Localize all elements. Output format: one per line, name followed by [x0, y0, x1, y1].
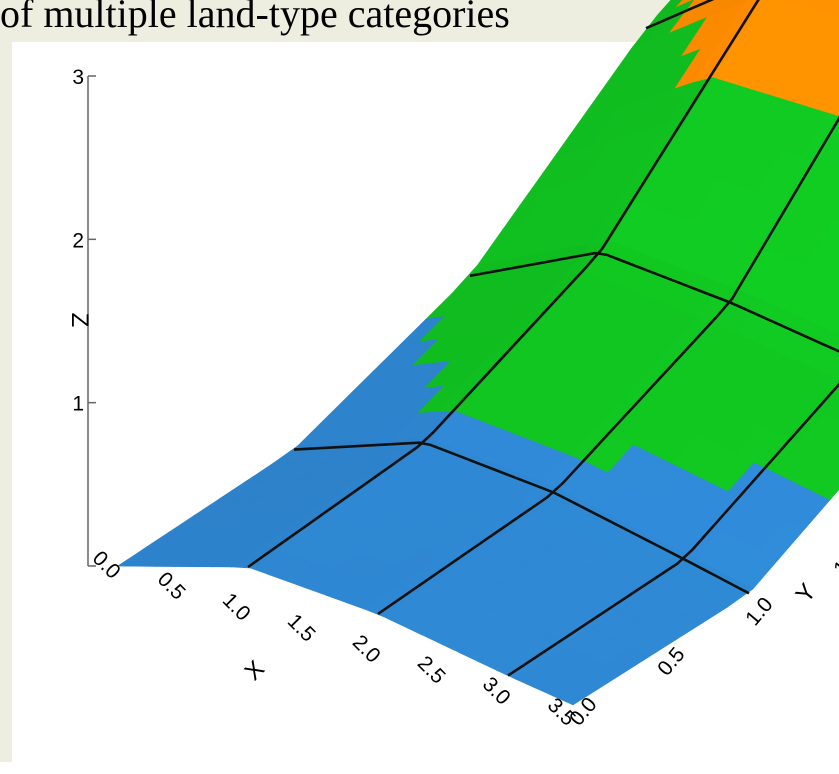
x-tick-label: 3.0: [478, 673, 515, 710]
y-tick-label: 1.0: [741, 593, 777, 630]
surface-patch: [553, 679, 600, 706]
z-tick-label: 3: [72, 66, 84, 89]
surface-patch: [825, 90, 839, 118]
x-tick-label: 1.0: [218, 589, 255, 626]
x-tick-label: 0.5: [153, 568, 190, 605]
slide-title: of multiple land-type categories: [0, 0, 510, 36]
z-tick-label: 2: [72, 229, 84, 252]
z-tick-label: 1: [72, 393, 84, 416]
surface-patch: [831, 207, 839, 224]
surface-patch: [830, 365, 839, 381]
y-tick-label: 1.5: [829, 543, 839, 580]
wireframe-layer: [247, 0, 839, 677]
x-axis-label: X: [239, 655, 269, 685]
x-tick-label: 2.5: [413, 652, 450, 689]
surface-layer: [116, 0, 839, 706]
wire-line-y: [469, 251, 839, 353]
x-tick-label: 0.0: [88, 547, 125, 584]
wire-line-y: [293, 441, 750, 595]
wire-line-x: [377, 116, 839, 615]
x-tick-label: 1.5: [283, 610, 320, 647]
axis-layer: [87, 75, 96, 567]
surface-patch: [832, 53, 839, 67]
z-axis-label: Z: [66, 313, 93, 328]
x-tick-label: 2.0: [348, 631, 385, 668]
y-axis-label: Y: [791, 579, 822, 608]
slide-left-band: [0, 42, 12, 762]
wire-line-x: [247, 0, 760, 569]
wire-line-x: [507, 382, 839, 677]
